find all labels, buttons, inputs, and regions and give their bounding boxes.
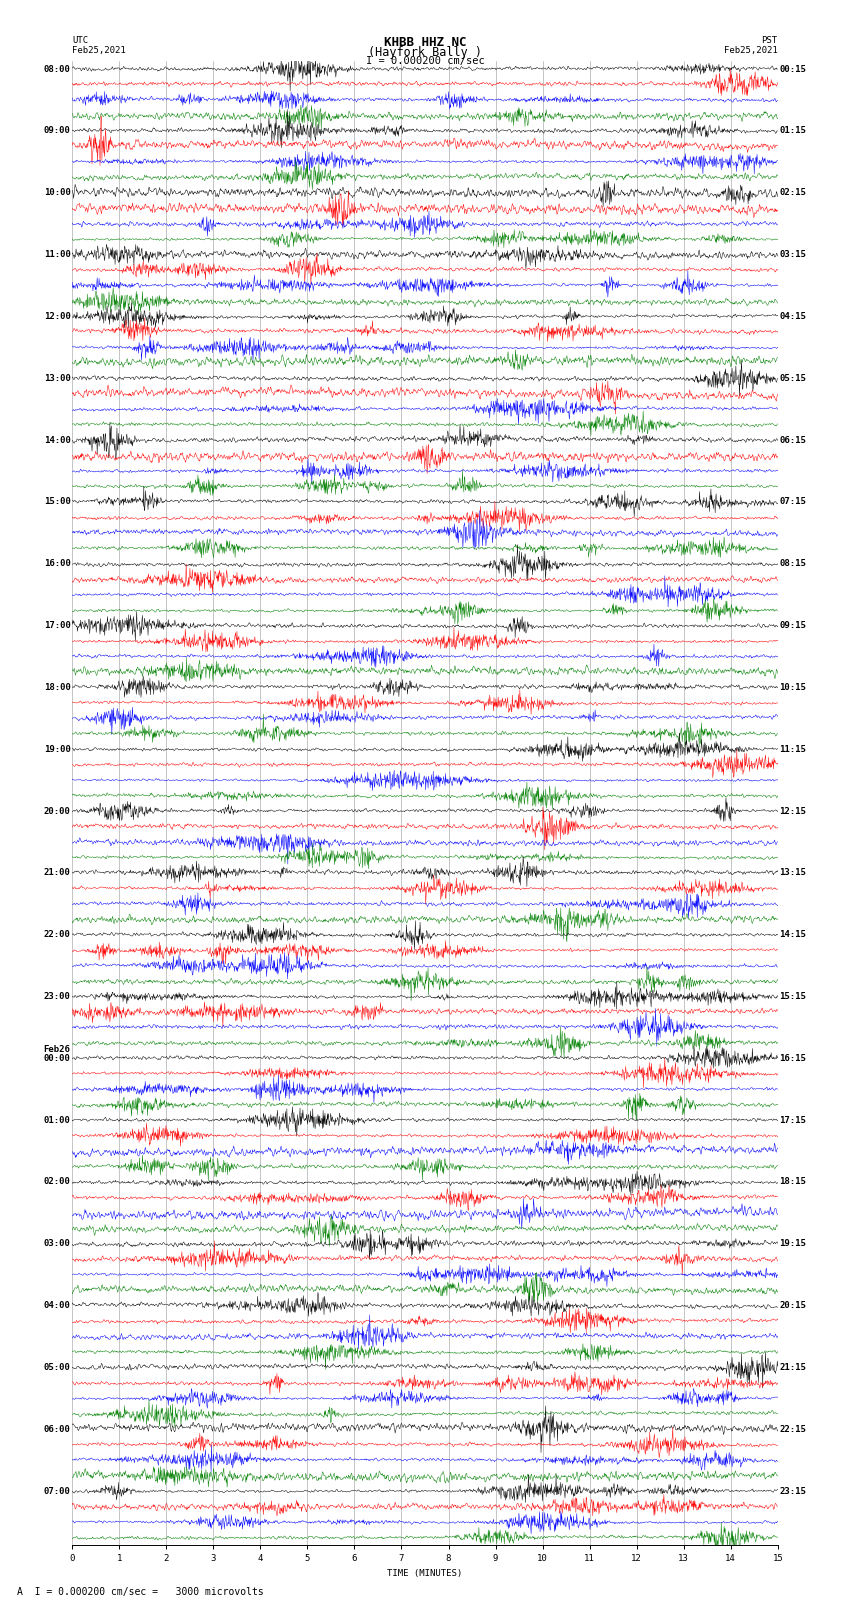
Text: PST: PST — [762, 37, 778, 45]
Text: 05:15: 05:15 — [779, 374, 807, 382]
Text: 12:00: 12:00 — [43, 311, 71, 321]
Text: 21:15: 21:15 — [779, 1363, 807, 1373]
Text: 00:15: 00:15 — [779, 65, 807, 74]
Text: 03:00: 03:00 — [43, 1239, 71, 1248]
Text: 02:15: 02:15 — [779, 189, 807, 197]
Text: 06:00: 06:00 — [43, 1424, 71, 1434]
Text: 03:15: 03:15 — [779, 250, 807, 260]
Text: 05:00: 05:00 — [43, 1363, 71, 1373]
Text: 06:15: 06:15 — [779, 436, 807, 445]
Text: 19:15: 19:15 — [779, 1239, 807, 1248]
Text: KHBB HHZ NC: KHBB HHZ NC — [383, 37, 467, 50]
Text: 23:00: 23:00 — [43, 992, 71, 1002]
Text: (Hayfork Bally ): (Hayfork Bally ) — [368, 45, 482, 60]
Text: 22:15: 22:15 — [779, 1424, 807, 1434]
Text: 09:00: 09:00 — [43, 126, 71, 135]
Text: Feb25,2021: Feb25,2021 — [724, 45, 778, 55]
Text: 13:15: 13:15 — [779, 868, 807, 877]
Text: 18:00: 18:00 — [43, 682, 71, 692]
Text: 11:00: 11:00 — [43, 250, 71, 260]
Text: 01:00: 01:00 — [43, 1116, 71, 1124]
Text: 08:00: 08:00 — [43, 65, 71, 74]
Text: 10:15: 10:15 — [779, 682, 807, 692]
Text: Feb25,2021: Feb25,2021 — [72, 45, 126, 55]
Text: 09:15: 09:15 — [779, 621, 807, 631]
Text: 18:15: 18:15 — [779, 1177, 807, 1187]
Text: 21:00: 21:00 — [43, 868, 71, 877]
Text: UTC: UTC — [72, 37, 88, 45]
Text: 16:15: 16:15 — [779, 1053, 807, 1063]
Text: 07:00: 07:00 — [43, 1487, 71, 1495]
Text: 12:15: 12:15 — [779, 806, 807, 816]
Text: 17:15: 17:15 — [779, 1116, 807, 1124]
Text: 16:00: 16:00 — [43, 560, 71, 568]
Text: 02:00: 02:00 — [43, 1177, 71, 1187]
Text: 14:00: 14:00 — [43, 436, 71, 445]
Text: 01:15: 01:15 — [779, 126, 807, 135]
Text: 22:00: 22:00 — [43, 931, 71, 939]
Text: 17:00: 17:00 — [43, 621, 71, 631]
Text: I = 0.000200 cm/sec: I = 0.000200 cm/sec — [366, 56, 484, 66]
Text: 15:15: 15:15 — [779, 992, 807, 1002]
Text: 08:15: 08:15 — [779, 560, 807, 568]
Text: Feb26: Feb26 — [43, 1045, 71, 1055]
Text: 23:15: 23:15 — [779, 1487, 807, 1495]
Text: 13:00: 13:00 — [43, 374, 71, 382]
Text: 00:00: 00:00 — [43, 1053, 71, 1063]
Text: 15:00: 15:00 — [43, 497, 71, 506]
Text: 07:15: 07:15 — [779, 497, 807, 506]
Text: 20:00: 20:00 — [43, 806, 71, 816]
Text: 10:00: 10:00 — [43, 189, 71, 197]
Text: 04:15: 04:15 — [779, 311, 807, 321]
Text: A  I = 0.000200 cm/sec =   3000 microvolts: A I = 0.000200 cm/sec = 3000 microvolts — [17, 1587, 264, 1597]
Text: 19:00: 19:00 — [43, 745, 71, 753]
X-axis label: TIME (MINUTES): TIME (MINUTES) — [388, 1569, 462, 1578]
Text: 20:15: 20:15 — [779, 1302, 807, 1310]
Text: 04:00: 04:00 — [43, 1302, 71, 1310]
Text: 14:15: 14:15 — [779, 931, 807, 939]
Text: 11:15: 11:15 — [779, 745, 807, 753]
